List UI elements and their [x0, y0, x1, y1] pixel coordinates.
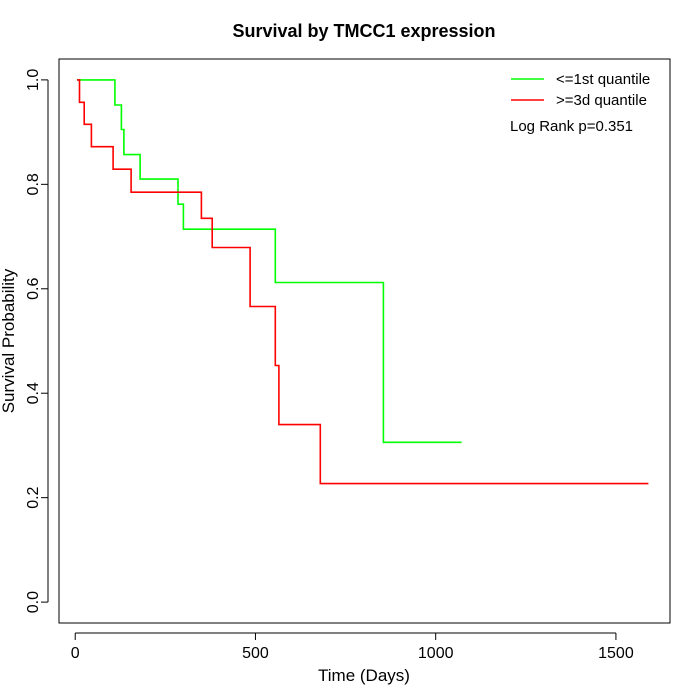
- y-tick-label: 0.6: [25, 278, 42, 300]
- x-axis: 0 500 1000 1500: [71, 632, 634, 662]
- x-axis-title: Time (Days): [318, 666, 410, 685]
- y-axis-title: Survival Probability: [0, 268, 18, 413]
- legend-label-1: <=1st quantile: [556, 71, 650, 88]
- survival-curve-series-2: [77, 79, 649, 485]
- x-tick-label: 1500: [598, 645, 634, 662]
- x-tick-label: 500: [242, 645, 269, 662]
- legend: <=1st quantile >=3d quantile: [511, 71, 650, 109]
- chart-title: Survival by TMCC1 expression: [232, 21, 495, 41]
- legend-label-2: >=3d quantile: [556, 92, 647, 109]
- series-layer: [77, 79, 649, 485]
- survival-curve-series-1: [77, 79, 462, 444]
- log-rank-annotation: Log Rank p=0.351: [510, 118, 633, 135]
- x-tick-label: 1000: [418, 645, 454, 662]
- y-tick-label: 0.8: [25, 173, 42, 195]
- y-axis: 0.0 0.2 0.4 0.6 0.8 1.0: [25, 69, 49, 613]
- plot-frame: [58, 58, 671, 624]
- y-tick-label: 0.0: [25, 591, 42, 613]
- y-tick-label: 0.2: [25, 486, 42, 508]
- y-tick-label: 0.4: [25, 382, 42, 404]
- x-tick-label: 0: [71, 645, 80, 662]
- y-tick-label: 1.0: [25, 69, 42, 91]
